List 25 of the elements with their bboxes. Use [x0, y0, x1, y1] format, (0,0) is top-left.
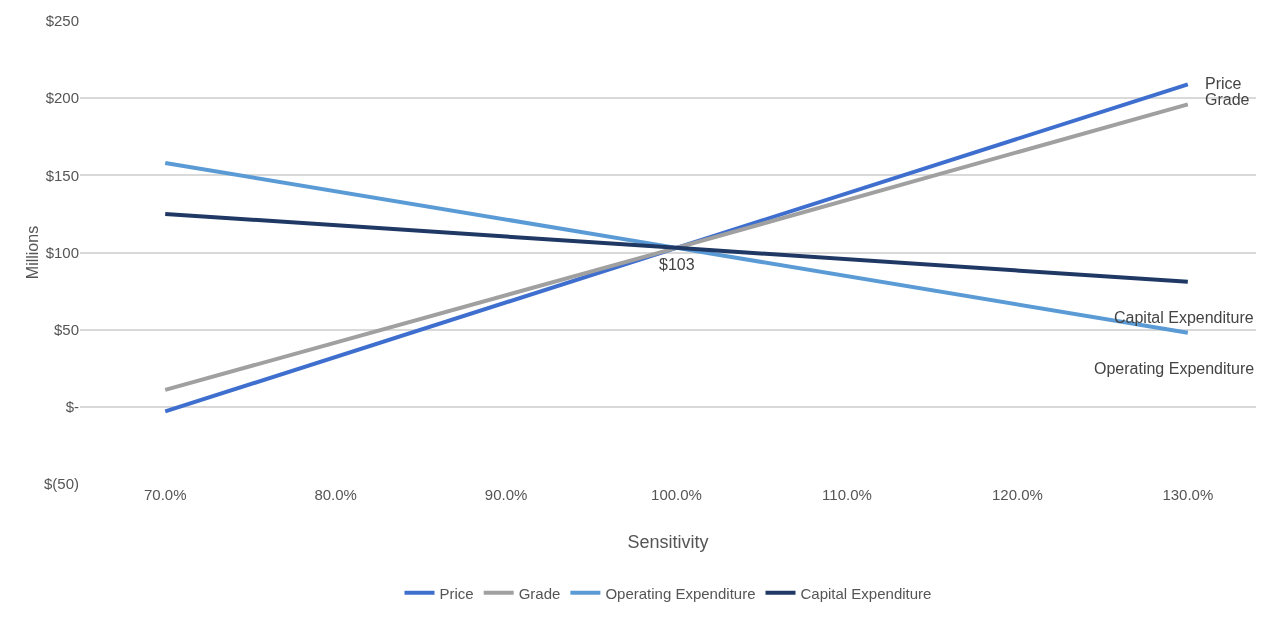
x-tick-label: 110.0% — [822, 486, 872, 503]
y-tick-label: $- — [65, 398, 79, 416]
legend-label: Operating Expenditure — [605, 584, 756, 602]
legend-label: Price — [439, 584, 474, 602]
x-tick-label: 100.0% — [651, 486, 702, 503]
annotation: Grade — [1205, 91, 1250, 108]
x-tick-label: 120.0% — [991, 486, 1043, 503]
x-tick-label: 90.0% — [484, 486, 528, 503]
legend-label: Capital Expenditure — [800, 584, 932, 602]
x-tick-label: 70.0% — [143, 486, 187, 503]
x-tick-label: 130.0% — [1162, 486, 1214, 503]
x-tick-label: 80.0% — [314, 486, 357, 503]
y-tick-label: $200 — [45, 89, 79, 107]
y-tick-label: $50 — [53, 320, 79, 338]
y-axis-title: Millions — [24, 225, 41, 280]
annotation: Operating Expenditure — [1094, 360, 1255, 377]
y-tick-label: $100 — [45, 243, 79, 261]
y-tick-label: $150 — [45, 166, 79, 184]
x-axis-title: Sensitivity — [627, 532, 709, 552]
y-tick-label: $(50) — [43, 475, 79, 493]
annotation: $103 — [659, 256, 695, 273]
annotation: Capital Expenditure — [1114, 309, 1254, 326]
legend-label: Grade — [518, 584, 561, 602]
annotation: Price — [1205, 75, 1242, 92]
y-tick-label: $250 — [45, 12, 79, 30]
